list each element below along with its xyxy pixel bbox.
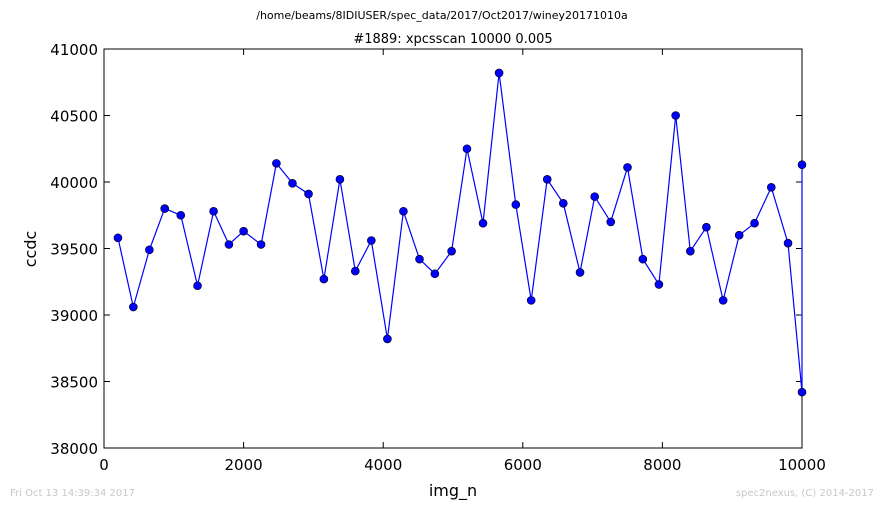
chart-title: #1889: xpcsscan 10000 0.005 <box>353 32 552 47</box>
data-point <box>797 160 807 170</box>
data-point <box>542 175 552 184</box>
data-point <box>335 175 345 184</box>
x-axis-label: img_n <box>429 481 477 501</box>
data-point <box>160 204 170 213</box>
data-point <box>606 217 616 227</box>
footer-credit: spec2nexus, (C) 2014-2017 <box>735 488 874 499</box>
data-point <box>766 183 776 192</box>
data-point <box>783 238 793 248</box>
y-tick-label: 40000 <box>50 174 98 192</box>
data-point <box>750 218 759 228</box>
data-point <box>288 179 297 188</box>
data-point <box>193 281 202 291</box>
data-point <box>399 206 408 216</box>
y-tick-label: 38000 <box>50 440 98 458</box>
data-point <box>129 302 138 312</box>
x-tick-label: 4000 <box>364 456 402 474</box>
data-point <box>145 245 154 255</box>
data-point <box>350 266 360 276</box>
data-series <box>113 68 807 397</box>
y-axis-label: ccdc <box>21 231 40 268</box>
data-point <box>304 189 313 199</box>
data-point <box>718 296 728 305</box>
x-tick-label: 0 <box>99 456 109 474</box>
data-point <box>575 268 585 277</box>
data-point <box>272 159 281 168</box>
data-point <box>209 206 218 216</box>
data-point <box>590 192 599 201</box>
data-point <box>526 296 536 305</box>
footer-timestamp: Fri Oct 13 14:39:34 2017 <box>10 488 136 499</box>
data-point <box>256 240 266 249</box>
data-point <box>511 200 521 209</box>
data-point <box>734 230 744 240</box>
y-tick-label: 39500 <box>50 241 98 259</box>
y-tick-label: 39000 <box>50 307 98 325</box>
data-point <box>367 236 376 245</box>
data-point <box>478 218 488 228</box>
y-tick-label: 40500 <box>50 108 98 126</box>
data-point <box>176 210 186 220</box>
data-point <box>447 246 456 256</box>
chart-suptitle: /home/beams/8IDIUSER/spec_data/2017/Oct2… <box>256 9 628 22</box>
data-point <box>558 198 568 208</box>
x-tick-label: 2000 <box>225 456 263 474</box>
data-point <box>623 163 632 172</box>
data-point <box>383 334 392 344</box>
x-tick-label: 6000 <box>504 456 542 474</box>
data-point <box>113 233 123 243</box>
x-tick-label: 8000 <box>643 456 681 474</box>
data-point <box>415 254 424 264</box>
data-point <box>654 280 664 289</box>
data-point <box>224 240 234 249</box>
data-point <box>430 269 440 279</box>
data-point <box>494 68 504 78</box>
data-point <box>797 387 807 397</box>
data-point <box>671 111 680 120</box>
data-point <box>462 144 472 154</box>
data-point <box>319 274 329 284</box>
data-point <box>686 246 695 256</box>
y-tick-label: 41000 <box>50 41 98 59</box>
axis-ticks: 0 2000 4000 6000 8000 10000 38000 38500 39000 395… <box>50 41 826 474</box>
x-tick-label: 10000 <box>778 456 826 474</box>
y-tick-label: 38500 <box>50 374 98 392</box>
data-point <box>638 254 648 264</box>
data-point <box>239 226 248 236</box>
data-point <box>702 222 711 232</box>
